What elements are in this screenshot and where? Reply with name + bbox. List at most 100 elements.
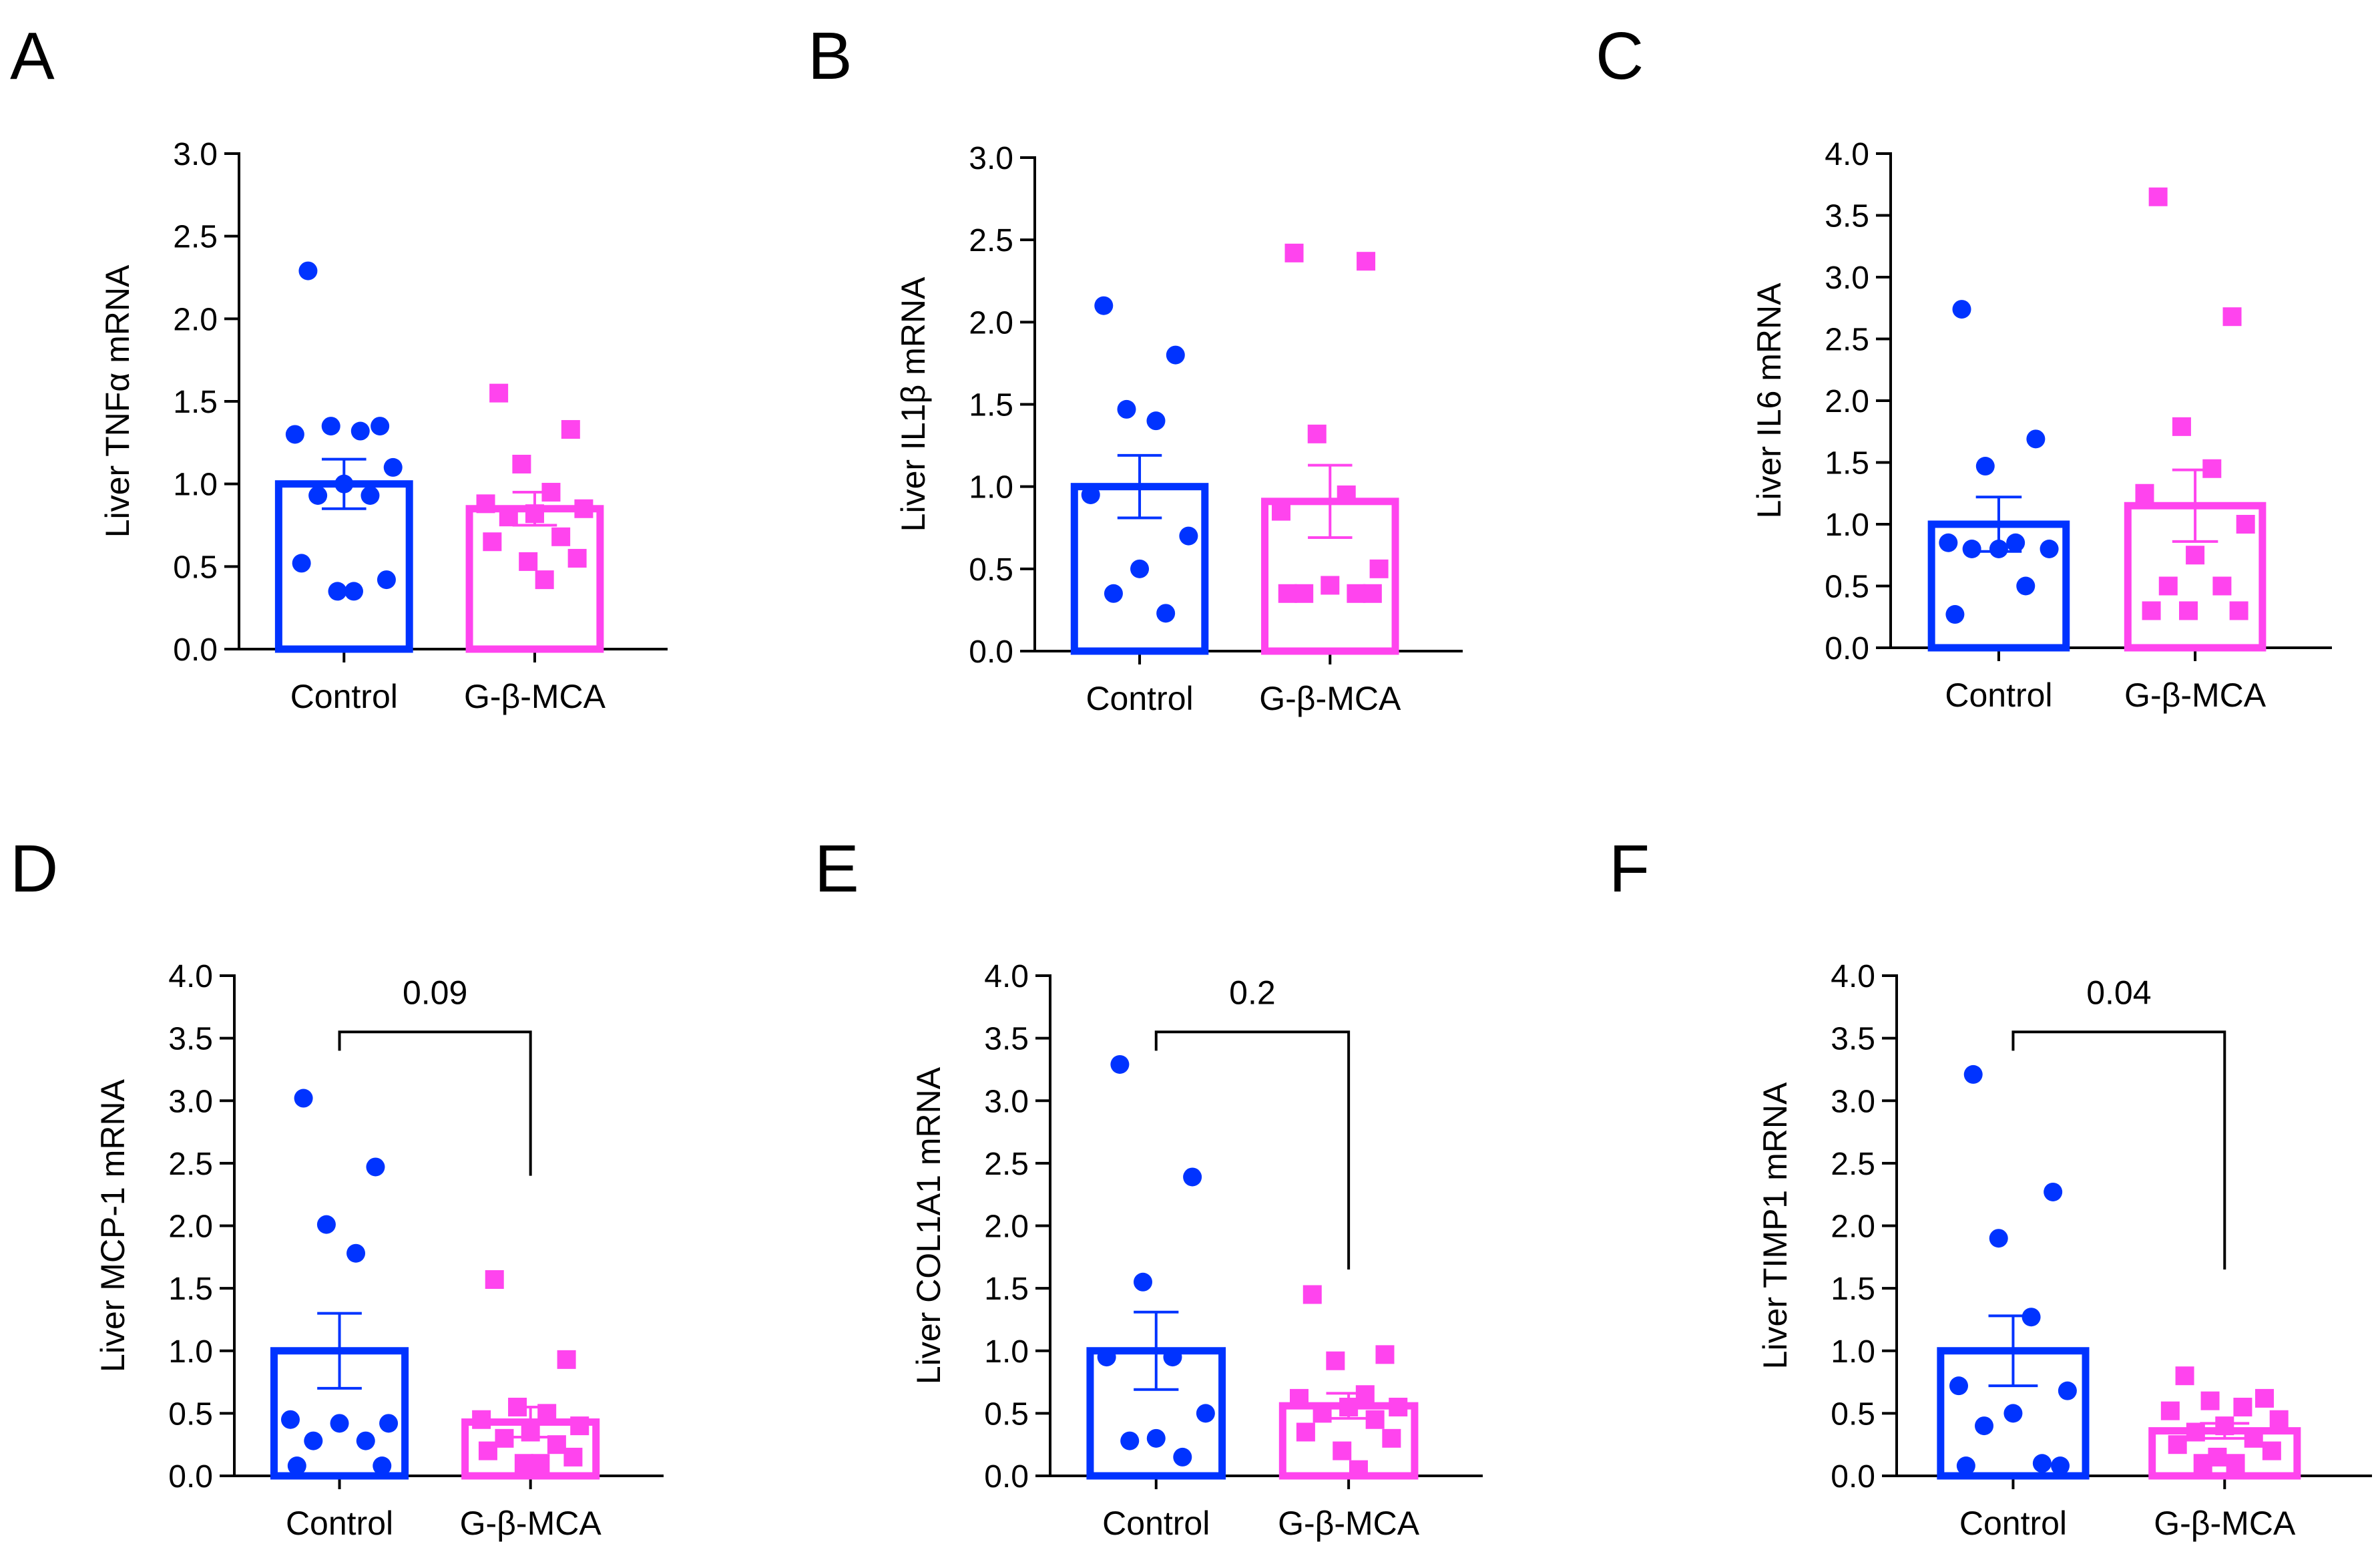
y-tick-label: 0.0: [984, 1459, 1029, 1495]
category-label: Control: [290, 678, 398, 715]
y-tick-label: 2.0: [168, 1209, 213, 1245]
data-point-treatment: [563, 1447, 583, 1467]
y-tick-label: 1.0: [168, 1334, 213, 1370]
y-tick-label: 1.5: [969, 388, 1013, 423]
p-value-label: 0.04: [2086, 974, 2151, 1011]
data-point-control: [346, 1243, 366, 1263]
data-point-treatment: [2142, 601, 2161, 620]
data-point-control: [1949, 1376, 1969, 1396]
data-point-control: [316, 1215, 336, 1234]
data-point-treatment: [557, 1350, 576, 1369]
data-point-control: [2006, 533, 2026, 552]
data-point-treatment: [2148, 187, 2168, 206]
y-tick-label: 1.5: [1831, 1272, 1875, 1307]
y-tick-label: 1.5: [1825, 446, 1869, 481]
data-point-control: [1179, 526, 1198, 546]
panel-letter: F: [1609, 831, 1650, 906]
y-tick-label: 0.5: [1831, 1396, 1875, 1432]
data-point-treatment: [1278, 584, 1297, 603]
data-point-control: [1094, 296, 1114, 315]
data-point-control: [304, 1431, 323, 1450]
data-point-treatment: [1333, 1441, 1352, 1460]
data-point-control: [1963, 1064, 1983, 1084]
data-point-control: [2003, 1404, 2023, 1423]
y-axis-title: Liver MCP-1 mRNA: [94, 1079, 132, 1372]
data-point-treatment: [1355, 1385, 1375, 1404]
y-axis-title: Liver IL6 mRNA: [1750, 282, 1788, 519]
data-point-treatment: [476, 494, 495, 514]
data-point-control: [294, 1089, 313, 1108]
y-tick-label: 3.0: [173, 137, 218, 172]
y-tick-label: 1.5: [168, 1272, 213, 1307]
data-point-control: [1104, 584, 1123, 603]
category-label: G-β-MCA: [1278, 1505, 1420, 1542]
data-point-treatment: [478, 1441, 497, 1460]
data-point-treatment: [574, 499, 593, 518]
y-tick-label: 2.5: [969, 223, 1013, 258]
data-point-treatment: [1337, 485, 1356, 504]
data-point-control: [1183, 1167, 1202, 1187]
data-point-treatment: [485, 1270, 504, 1290]
data-point-treatment: [1321, 576, 1340, 595]
category-label: G-β-MCA: [464, 678, 606, 715]
data-point-control: [2058, 1381, 2077, 1400]
data-point-treatment: [1313, 1404, 1332, 1423]
y-tick-label: 0.0: [1825, 631, 1869, 666]
data-point-treatment: [2135, 483, 2154, 503]
y-tick-label: 1.0: [969, 470, 1013, 506]
data-point-treatment: [1271, 502, 1290, 521]
category-label: Control: [286, 1505, 393, 1542]
data-point-control: [2051, 1456, 2070, 1476]
y-tick-label: 3.0: [969, 141, 1013, 176]
data-point-treatment: [521, 1422, 540, 1442]
data-point-treatment: [537, 1404, 557, 1423]
y-tick-label: 4.0: [168, 959, 213, 994]
data-point-control: [2016, 576, 2036, 596]
y-tick-label: 3.5: [1825, 199, 1869, 234]
data-point-control: [334, 474, 354, 494]
y-tick-label: 2.0: [173, 302, 218, 337]
y-tick-label: 3.5: [1831, 1022, 1875, 1057]
data-point-control: [1989, 540, 2008, 558]
data-point-treatment: [2233, 1398, 2252, 1417]
category-label: Control: [1945, 676, 2052, 714]
y-tick-label: 2.0: [969, 305, 1013, 341]
y-tick-label: 0.0: [1831, 1459, 1875, 1495]
data-point-treatment: [2160, 1401, 2180, 1420]
data-point-control: [308, 485, 328, 505]
data-point-control: [2044, 1182, 2063, 1201]
data-point-treatment: [489, 383, 509, 403]
panel-c: C 0.0 0.5 1.0 1.5 2.0 2.5 3.0 3.5 4.0 Liver IL6 mR…: [1596, 19, 2332, 714]
data-point-treatment: [2269, 1410, 2289, 1429]
data-point-control: [1975, 457, 1995, 476]
data-point-control: [366, 1157, 385, 1177]
panel-e: E 0.0 0.5 1.0 1.5 2.0 2.5 3.0 3.5 4.0 Liver COL1A1…: [814, 831, 1483, 1542]
data-point-treatment: [1349, 1460, 1368, 1479]
p-value-label: 0.09: [403, 974, 467, 1011]
y-tick-label: 3.0: [168, 1084, 213, 1119]
data-point-control: [1173, 1447, 1192, 1467]
panel-a: A 0.0 0.5 1.0 1.5 2.0 2.5 3.0 Liver TNFα mRNA Con…: [10, 19, 668, 715]
data-point-treatment: [1365, 1410, 1385, 1429]
panel-letter: D: [10, 831, 58, 906]
data-point-treatment: [2212, 576, 2232, 596]
y-tick-label: 3.0: [984, 1084, 1029, 1119]
y-axis-title: Liver TIMP1 mRNA: [1756, 1082, 1794, 1369]
data-point-control: [1945, 605, 1965, 624]
data-point-treatment: [1290, 1388, 1309, 1408]
data-point-treatment: [570, 1416, 589, 1436]
data-point-treatment: [1339, 1398, 1359, 1417]
panel-f: F 0.0 0.5 1.0 1.5 2.0 2.5 3.0 3.5 4.0 Liver TIMP1 …: [1609, 831, 2372, 1542]
data-point-control: [280, 1410, 300, 1429]
data-point-control: [328, 582, 347, 601]
data-point-control: [1989, 1229, 2008, 1248]
data-point-treatment: [519, 552, 538, 571]
data-point-treatment: [508, 1398, 527, 1417]
data-point-control: [1166, 345, 1185, 365]
data-point-treatment: [525, 504, 544, 524]
p-value-label: 0.2: [1229, 974, 1276, 1011]
data-point-control: [356, 1431, 375, 1450]
category-label: G-β-MCA: [2124, 676, 2267, 714]
data-point-treatment: [2254, 1388, 2274, 1408]
